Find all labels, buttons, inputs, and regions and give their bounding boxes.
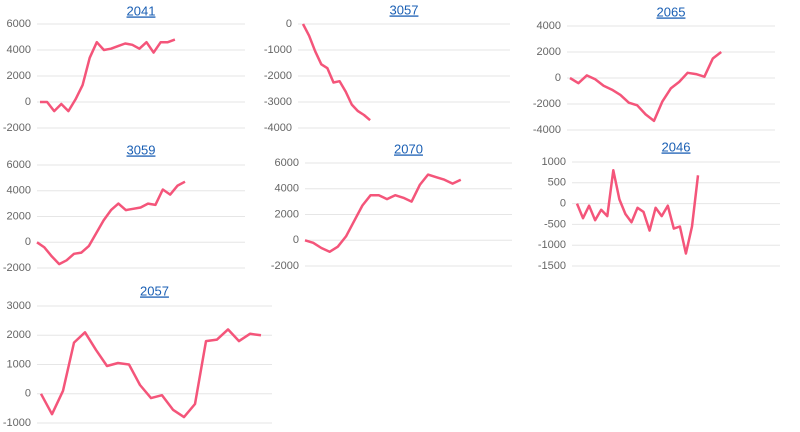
line-series <box>36 180 186 266</box>
y-tick-label: 6000 <box>7 159 31 171</box>
y-tick-label: 2000 <box>537 46 561 58</box>
line-series <box>569 51 722 123</box>
chart-title[interactable]: 2065 <box>657 4 686 19</box>
y-tick-label: -1500 <box>538 260 566 272</box>
y-tick-label: 0 <box>560 198 566 210</box>
y-tick-label: 4000 <box>537 20 561 32</box>
line-series <box>40 38 176 113</box>
chart-title[interactable]: 2046 <box>662 139 691 154</box>
y-tick-label: -1000 <box>3 417 31 429</box>
chart-title[interactable]: 3057 <box>390 2 419 17</box>
y-tick-label: -2000 <box>533 98 561 110</box>
y-tick-label: -1000 <box>264 44 292 56</box>
y-tick-label: 0 <box>25 236 31 248</box>
chart-title[interactable]: 2070 <box>394 141 423 156</box>
y-tick-label: -2000 <box>3 122 31 134</box>
y-tick-label: -2000 <box>3 262 31 274</box>
y-tick-label: -2000 <box>271 260 299 272</box>
y-tick-label: -2000 <box>264 70 292 82</box>
y-tick-label: 3000 <box>7 300 31 312</box>
chart-title[interactable]: 3059 <box>127 142 156 157</box>
y-tick-label: 4000 <box>275 183 299 195</box>
y-tick-label: 1000 <box>542 156 566 168</box>
y-tick-label: 4000 <box>7 44 31 56</box>
y-tick-label: 2000 <box>275 208 299 220</box>
y-tick-label: 2000 <box>7 210 31 222</box>
line-series <box>575 169 700 255</box>
y-tick-label: 2000 <box>7 70 31 82</box>
y-tick-label: 4000 <box>7 185 31 197</box>
y-tick-label: 0 <box>25 96 31 108</box>
y-tick-label: 6000 <box>7 18 31 30</box>
y-tick-label: 0 <box>555 72 561 84</box>
y-tick-label: 0 <box>286 18 292 30</box>
y-tick-label: 0 <box>25 388 31 400</box>
line-series <box>301 23 371 122</box>
y-tick-label: -500 <box>544 218 566 230</box>
y-tick-label: 0 <box>293 234 299 246</box>
y-tick-label: 500 <box>548 177 566 189</box>
y-tick-label: -4000 <box>264 122 292 134</box>
y-tick-label: 2000 <box>7 329 31 341</box>
y-tick-label: -1000 <box>538 239 566 251</box>
line-series <box>304 173 462 254</box>
chart-title[interactable]: 2041 <box>127 3 156 18</box>
y-tick-label: 6000 <box>275 157 299 169</box>
y-tick-label: 1000 <box>7 358 31 370</box>
chart-title[interactable]: 2057 <box>140 283 169 298</box>
line-series <box>39 328 262 419</box>
y-tick-label: -4000 <box>533 124 561 136</box>
y-tick-label: -3000 <box>264 96 292 108</box>
